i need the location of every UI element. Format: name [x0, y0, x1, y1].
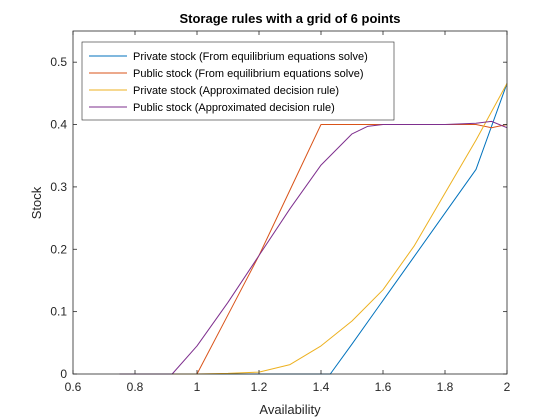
series-line-4: [119, 120, 508, 375]
y-axis-label: Stock: [29, 186, 44, 219]
series-line-3: [119, 83, 508, 375]
legend-label-4: Public stock (Approximated decision rule…: [133, 102, 335, 114]
legend-box: [81, 41, 395, 121]
plot-frame: [72, 30, 508, 375]
y-axis: 0 0.1 0.2 0.3 0.4 0.5: [50, 55, 507, 381]
x-tick-label: 0.8: [127, 380, 144, 394]
x-axis-label: Availability: [259, 402, 321, 417]
y-tick-label: 0: [60, 367, 67, 381]
series-line-1: [119, 83, 508, 375]
legend: Private stock (From equilibrium equation…: [81, 41, 395, 121]
legend-label-2: Public stock (From equilibrium equations…: [133, 68, 363, 80]
x-tick-label: 1.8: [437, 380, 454, 394]
legend-label-1: Private stock (From equilibrium equation…: [133, 51, 368, 63]
y-tick-label: 0.1: [50, 305, 67, 319]
series-layer: [119, 83, 508, 375]
y-tick-label: 0.5: [50, 55, 67, 69]
x-axis: 0.6 0.8 1 1.2 1.4 1.6 1.8 2: [65, 31, 511, 394]
x-tick-label: 1.2: [251, 380, 268, 394]
y-tick-label: 0.4: [50, 118, 67, 132]
x-tick-label: 0.6: [65, 380, 82, 394]
y-tick-label: 0.3: [50, 180, 67, 194]
x-tick-label: 2: [504, 380, 511, 394]
y-tick-label: 0.2: [50, 242, 67, 256]
x-tick-label: 1: [194, 380, 201, 394]
series-line-2: [119, 124, 508, 375]
legend-label-3: Private stock (Approximated decision rul…: [133, 85, 339, 97]
x-tick-label: 1.6: [375, 380, 392, 394]
chart-title: Storage rules with a grid of 6 points: [179, 11, 400, 26]
x-tick-label: 1.4: [313, 380, 330, 394]
